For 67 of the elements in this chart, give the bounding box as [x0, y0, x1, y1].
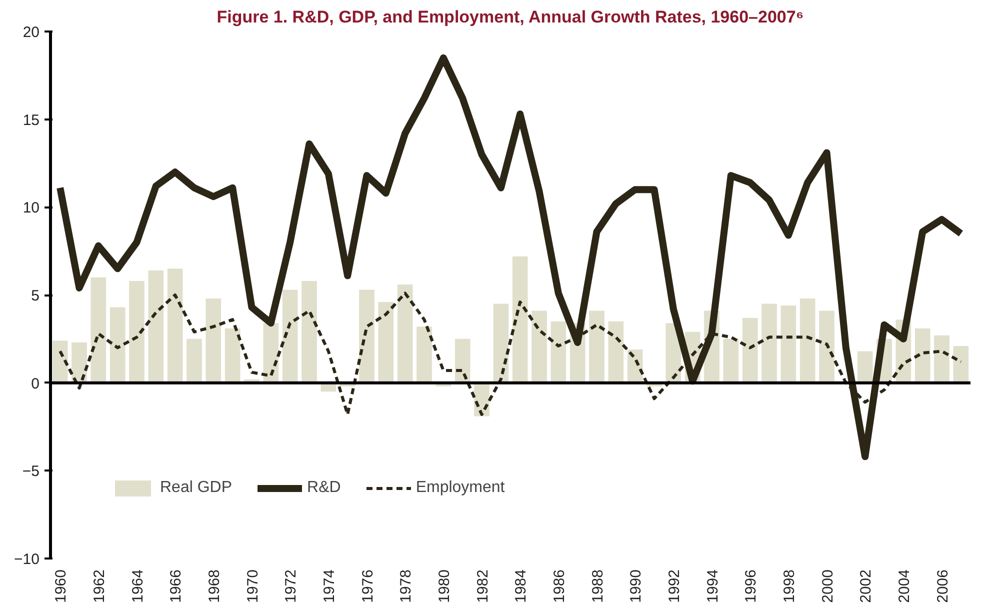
chart-title: Figure 1. R&D, GDP, and Employment, Annual Growth Rates, 1960–2007⁶ — [216, 8, 804, 26]
x-tick-label: 2002 — [858, 569, 875, 603]
bar — [129, 280, 144, 383]
legend-label: Real GDP — [160, 479, 232, 497]
bar — [224, 328, 240, 383]
x-tick-label: 1968 — [206, 569, 223, 603]
bar — [52, 340, 68, 383]
legend-label: R&D — [307, 479, 341, 497]
x-tick-label: 1982 — [474, 569, 492, 603]
bar — [378, 302, 394, 383]
y-tick-label: −5 — [22, 463, 40, 480]
bar — [550, 321, 566, 383]
x-tick-label: 1992 — [666, 569, 683, 603]
bar — [780, 306, 796, 383]
y-tick-label: 20 — [22, 24, 40, 41]
bar — [454, 338, 470, 383]
x-tick-label: 1976 — [359, 569, 376, 603]
bar — [800, 298, 816, 383]
bar — [493, 304, 509, 383]
x-tick-label: 1994 — [704, 569, 722, 603]
bar — [359, 290, 374, 383]
bar — [148, 270, 164, 383]
x-tick-label: 1962 — [90, 569, 108, 603]
x-tick-label: 1974 — [320, 569, 338, 603]
bar — [397, 284, 413, 383]
x-tick-label: 1998 — [780, 569, 798, 603]
bar — [742, 318, 758, 383]
x-tick-label: 2006 — [934, 569, 952, 603]
x-tick-label: 1984 — [512, 569, 530, 603]
x-tick-label: 1978 — [398, 569, 415, 603]
bar — [953, 346, 969, 383]
bar — [914, 328, 930, 383]
bar — [532, 310, 547, 383]
bar — [186, 338, 202, 383]
bar — [589, 310, 604, 383]
bar — [167, 268, 183, 383]
x-tick-label: 1980 — [436, 569, 453, 603]
bar — [857, 351, 873, 383]
legend-label: Employment — [416, 479, 505, 497]
bar — [302, 280, 317, 383]
y-tick-label: 10 — [22, 200, 40, 217]
bar — [608, 321, 624, 383]
x-tick-label: 2000 — [819, 569, 836, 603]
bar — [934, 335, 950, 383]
bar — [762, 304, 777, 383]
y-tick-label: 5 — [31, 288, 40, 304]
y-tick-label: 15 — [22, 112, 40, 129]
bar — [110, 307, 126, 383]
x-tick-label: 1970 — [244, 569, 262, 603]
x-tick-label: 1986 — [550, 569, 568, 603]
x-tick-label: 1988 — [589, 569, 606, 603]
x-tick-label: 1990 — [628, 569, 645, 603]
x-tick-label: 1960 — [52, 569, 70, 603]
x-tick-label: 2004 — [896, 569, 913, 603]
bar — [206, 298, 222, 383]
bar — [282, 290, 298, 383]
bar — [819, 310, 834, 383]
y-tick-label: −10 — [14, 551, 40, 568]
x-tick-label: 1996 — [742, 569, 760, 603]
bar — [512, 256, 528, 383]
bar — [416, 326, 432, 383]
y-tick-label: 0 — [31, 375, 40, 392]
x-tick-label: 1964 — [129, 569, 146, 603]
x-tick-label: 1966 — [168, 569, 185, 603]
bar — [90, 277, 106, 383]
bar — [723, 338, 739, 383]
x-tick-label: 1972 — [282, 569, 300, 603]
